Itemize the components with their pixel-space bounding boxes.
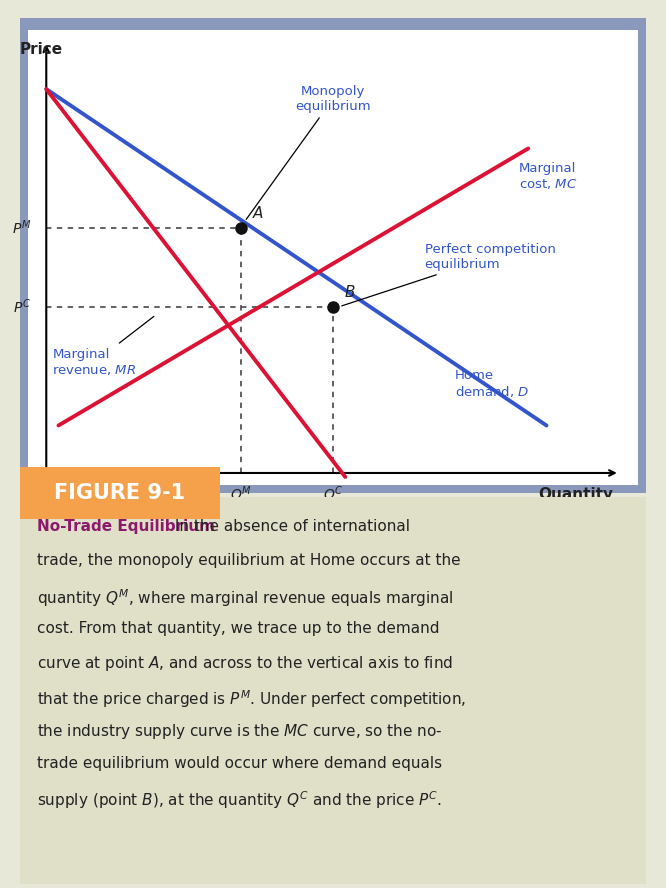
Text: curve at point $A$, and across to the vertical axis to find: curve at point $A$, and across to the ve…: [37, 654, 453, 673]
Text: $B$: $B$: [344, 284, 356, 300]
Text: that the price charged is $P^M$. Under perfect competition,: that the price charged is $P^M$. Under p…: [37, 688, 466, 710]
Text: supply (point $B$), at the quantity $Q^C$ and the price $P^C$.: supply (point $B$), at the quantity $Q^C…: [37, 789, 442, 811]
Text: the industry supply curve is the $MC$ curve, so the no-: the industry supply curve is the $MC$ cu…: [37, 722, 442, 741]
Text: $Q^C$: $Q^C$: [323, 484, 343, 503]
Text: cost. From that quantity, we trace up to the demand: cost. From that quantity, we trace up to…: [37, 621, 439, 636]
Text: $A$: $A$: [252, 205, 264, 221]
Text: $P^M$: $P^M$: [11, 218, 31, 237]
Text: FIGURE 9-1: FIGURE 9-1: [55, 483, 185, 503]
Text: Home
demand, $D$: Home demand, $D$: [455, 369, 529, 399]
Text: trade equilibrium would occur where demand equals: trade equilibrium would occur where dema…: [37, 756, 442, 771]
Text: Monopoly
equilibrium: Monopoly equilibrium: [246, 85, 371, 219]
Text: Perfect competition
equilibrium: Perfect competition equilibrium: [342, 243, 555, 305]
Text: quantity $Q^M$, where marginal revenue equals marginal: quantity $Q^M$, where marginal revenue e…: [37, 587, 453, 608]
Text: Price: Price: [20, 42, 63, 57]
Text: trade, the monopoly equilibrium at Home occurs at the: trade, the monopoly equilibrium at Home …: [37, 553, 460, 568]
Text: $P^C$: $P^C$: [13, 297, 31, 316]
Text: Marginal
cost, $MC$: Marginal cost, $MC$: [519, 162, 577, 191]
Text: No-Trade Equilibrium: No-Trade Equilibrium: [37, 519, 214, 535]
Text: $Q^M$: $Q^M$: [230, 484, 252, 503]
Text: In the absence of international: In the absence of international: [170, 519, 410, 535]
Text: Marginal
revenue, $MR$: Marginal revenue, $MR$: [53, 316, 154, 377]
Text: Quantity: Quantity: [539, 487, 613, 502]
